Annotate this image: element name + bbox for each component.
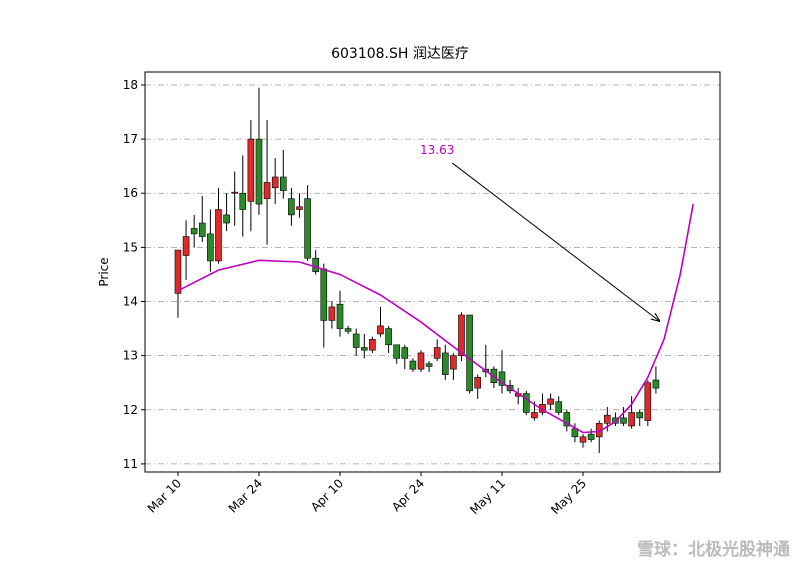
candle-body bbox=[425, 363, 433, 367]
candle-body bbox=[198, 222, 206, 237]
chart-title: 603108.SH 润达医疗 bbox=[331, 46, 469, 62]
y-tick-label: 16 bbox=[123, 186, 138, 200]
x-tick-label: Mar 24 bbox=[226, 476, 265, 515]
candle-body bbox=[547, 398, 554, 405]
candle-body bbox=[279, 176, 287, 191]
candle-body bbox=[360, 347, 368, 351]
candle-body bbox=[563, 412, 571, 427]
candle-body bbox=[304, 198, 311, 259]
y-axis-label: Price bbox=[97, 257, 111, 286]
x-tick-label: Mar 10 bbox=[145, 476, 184, 515]
trend-line bbox=[177, 203, 694, 434]
candle-body bbox=[271, 176, 279, 189]
candle-body bbox=[344, 328, 352, 332]
candle-body bbox=[223, 214, 230, 224]
x-tick-label: May 25 bbox=[548, 476, 589, 517]
candle-body bbox=[498, 371, 506, 386]
candle-body bbox=[401, 347, 409, 359]
candle-body bbox=[190, 228, 198, 235]
candle-body bbox=[450, 355, 457, 370]
candle-body bbox=[604, 414, 611, 424]
candle-body bbox=[288, 198, 295, 216]
x-tick-label: Apr 24 bbox=[389, 476, 427, 514]
candle-body bbox=[207, 233, 214, 262]
candle-body bbox=[393, 344, 400, 359]
candle-body bbox=[385, 328, 392, 346]
candle-body bbox=[555, 401, 563, 413]
candle-body bbox=[417, 352, 425, 370]
candle-body bbox=[409, 360, 417, 370]
y-tick-label: 18 bbox=[123, 78, 138, 92]
y-tick-label: 13 bbox=[123, 349, 138, 363]
candle-body bbox=[231, 191, 238, 194]
y-tick-label: 15 bbox=[123, 240, 138, 254]
candle-body bbox=[466, 314, 473, 392]
candle-body bbox=[474, 376, 482, 389]
candle-body bbox=[296, 206, 303, 210]
candle-body bbox=[263, 182, 271, 199]
annotation-label: 13.63 bbox=[420, 143, 454, 157]
candle-body bbox=[441, 352, 449, 375]
candle-body bbox=[628, 412, 635, 427]
watermark: 雪球：北极光股神通 bbox=[637, 539, 790, 560]
y-tick-label: 11 bbox=[123, 457, 138, 471]
candle-body bbox=[174, 249, 182, 294]
candle-body bbox=[352, 333, 360, 348]
candle-body bbox=[587, 433, 595, 440]
candle-body bbox=[644, 382, 652, 421]
candle-body bbox=[312, 257, 319, 273]
annotation-arrow bbox=[451, 162, 660, 322]
candle-body bbox=[523, 393, 530, 413]
candle-body bbox=[255, 138, 263, 205]
candle-body bbox=[636, 412, 644, 419]
plot-frame bbox=[144, 71, 721, 473]
candle-body bbox=[531, 412, 538, 419]
candle-body bbox=[320, 268, 328, 321]
candle-body bbox=[377, 325, 384, 335]
candle-body bbox=[579, 436, 587, 443]
candle-body bbox=[336, 303, 344, 329]
y-tick-label: 17 bbox=[123, 132, 138, 146]
candle-body bbox=[182, 236, 190, 256]
x-tick-label: May 11 bbox=[467, 476, 508, 517]
candle-body bbox=[458, 314, 465, 356]
y-tick-label: 14 bbox=[123, 294, 138, 308]
candle-body bbox=[652, 379, 660, 389]
x-tick-label: Apr 10 bbox=[308, 476, 346, 514]
candle-body bbox=[247, 138, 255, 202]
candle-body bbox=[620, 417, 627, 424]
y-tick-label: 12 bbox=[123, 403, 138, 417]
candle-body bbox=[433, 347, 441, 359]
candle-body bbox=[239, 192, 247, 210]
candle-body bbox=[215, 209, 222, 262]
candle-body bbox=[328, 306, 336, 321]
candle-body bbox=[369, 339, 376, 351]
